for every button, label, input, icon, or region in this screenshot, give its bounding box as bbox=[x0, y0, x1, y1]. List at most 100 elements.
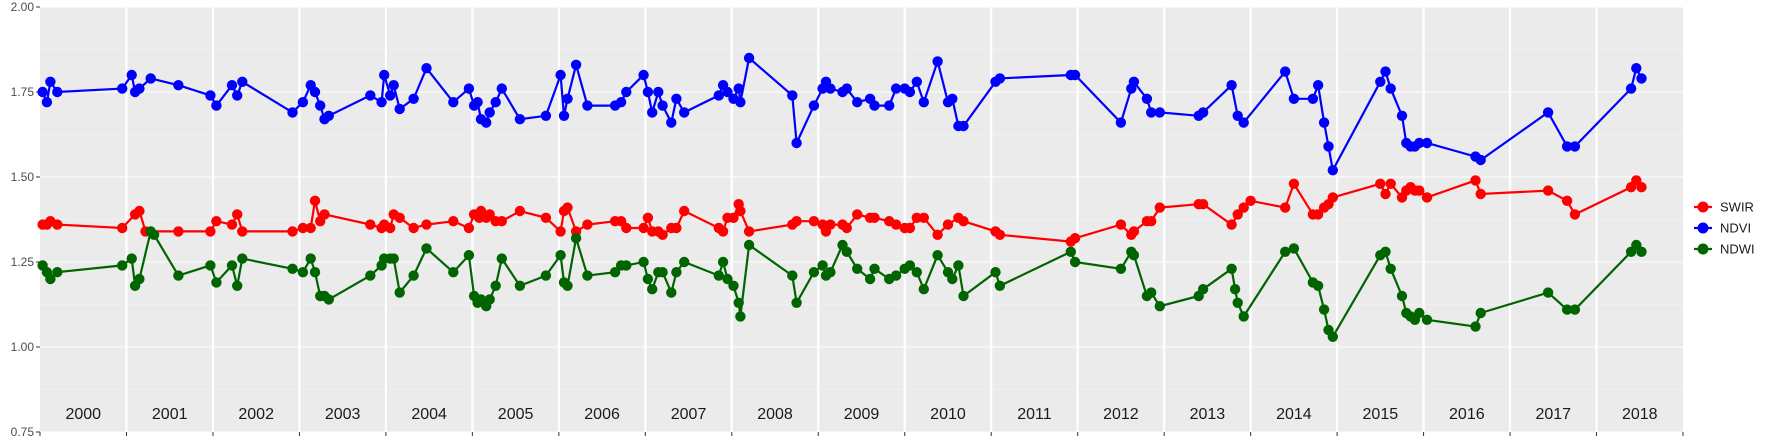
data-point-ndvi bbox=[735, 97, 746, 108]
data-point-ndwi bbox=[134, 273, 145, 285]
data-point-ndvi bbox=[852, 97, 863, 108]
data-point-swir bbox=[791, 216, 802, 227]
data-point-ndvi bbox=[958, 120, 969, 132]
data-point-swir bbox=[226, 219, 238, 230]
data-point-ndvi bbox=[309, 86, 321, 98]
data-point-ndvi bbox=[1385, 83, 1396, 94]
data-point-ndwi bbox=[1475, 307, 1486, 319]
data-point-ndwi bbox=[1380, 246, 1391, 257]
data-point-swir bbox=[1475, 188, 1486, 200]
year-label: 2015 bbox=[1363, 406, 1399, 423]
data-point-ndwi bbox=[490, 280, 501, 291]
data-point-ndvi bbox=[1396, 110, 1408, 122]
data-point-ndvi bbox=[173, 80, 184, 91]
data-point-ndvi bbox=[117, 83, 128, 94]
data-point-ndwi bbox=[562, 280, 573, 291]
data-point-ndvi bbox=[421, 62, 432, 74]
data-point-ndwi bbox=[932, 250, 943, 261]
data-point-ndvi bbox=[1542, 107, 1554, 118]
data-point-swir bbox=[287, 226, 298, 237]
data-point-ndvi bbox=[1288, 93, 1300, 105]
data-point-ndvi bbox=[642, 86, 654, 98]
data-point-ndvi bbox=[1375, 76, 1386, 88]
y-tick-label: 2.00 bbox=[11, 0, 35, 14]
data-point-ndwi bbox=[1569, 304, 1581, 315]
y-tick-label: 1.25 bbox=[11, 255, 35, 269]
y-tick-label: 1.50 bbox=[11, 170, 35, 184]
data-point-ndvi bbox=[385, 90, 396, 101]
data-point-ndwi bbox=[148, 229, 160, 240]
data-point-ndwi bbox=[825, 267, 836, 278]
data-point-ndwi bbox=[309, 267, 321, 278]
y-axis: 0.75 1.00 1.25 1.50 1.75 2.00 bbox=[11, 0, 1684, 439]
data-point-ndwi bbox=[722, 273, 733, 285]
data-point-ndwi bbox=[1385, 263, 1396, 274]
data-point-swir bbox=[237, 226, 248, 237]
data-point-swir bbox=[958, 216, 969, 227]
legend: SWIR NDVI NDWI bbox=[1694, 200, 1755, 257]
data-point-ndvi bbox=[1421, 137, 1433, 149]
data-point-ndwi bbox=[958, 290, 969, 302]
year-label: 2012 bbox=[1103, 406, 1139, 423]
data-point-swir bbox=[1128, 226, 1140, 237]
year-label: 2008 bbox=[757, 406, 793, 423]
data-point-ndwi bbox=[713, 270, 724, 281]
data-point-ndwi bbox=[1197, 284, 1209, 295]
data-point-ndwi bbox=[1327, 331, 1339, 342]
data-point-swir bbox=[232, 209, 243, 220]
year-label: 2002 bbox=[238, 406, 274, 423]
data-point-swir bbox=[1380, 188, 1391, 200]
year-label: 2010 bbox=[930, 406, 966, 423]
data-point-swir bbox=[890, 219, 902, 230]
data-point-ndvi bbox=[496, 83, 507, 94]
data-point-ndwi bbox=[1288, 243, 1300, 254]
data-point-ndvi bbox=[463, 83, 475, 94]
data-point-ndvi bbox=[297, 97, 309, 108]
data-point-ndvi bbox=[1561, 141, 1573, 152]
legend-item-swir: SWIR bbox=[1694, 200, 1754, 215]
data-point-swir bbox=[1146, 216, 1157, 227]
data-point-ndvi bbox=[615, 97, 627, 108]
data-point-ndwi bbox=[990, 267, 1001, 278]
data-point-ndvi bbox=[869, 100, 880, 111]
data-point-ndvi bbox=[376, 97, 387, 108]
data-point-ndwi bbox=[1128, 250, 1140, 261]
data-point-ndwi bbox=[1146, 287, 1157, 298]
data-point-ndwi bbox=[733, 297, 744, 308]
year-labels: 2000 2001 2002 2003 2004 2005 2006 2007 2008 2009… bbox=[65, 406, 1657, 423]
data-point-ndvi bbox=[679, 107, 690, 118]
data-point-ndvi bbox=[1380, 66, 1391, 77]
data-point-ndwi bbox=[918, 284, 929, 295]
legend-label: NDVI bbox=[1720, 221, 1751, 236]
year-label: 2001 bbox=[152, 406, 188, 423]
data-point-ndwi bbox=[205, 260, 216, 271]
data-point-ndvi bbox=[787, 90, 798, 101]
data-point-swir bbox=[728, 212, 739, 223]
data-point-ndwi bbox=[1115, 263, 1127, 274]
legend-marker bbox=[1697, 222, 1709, 234]
data-point-ndvi bbox=[932, 56, 943, 67]
data-point-ndvi bbox=[1323, 141, 1334, 152]
data-point-ndwi bbox=[1318, 304, 1330, 315]
data-point-ndvi bbox=[388, 80, 399, 91]
data-point-ndvi bbox=[287, 107, 298, 118]
data-point-ndwi bbox=[237, 253, 248, 264]
series-ndwi bbox=[37, 226, 1647, 342]
data-point-swir bbox=[484, 209, 495, 220]
data-point-ndvi bbox=[1197, 107, 1209, 118]
data-point-ndwi bbox=[305, 253, 316, 264]
data-point-swir bbox=[1421, 192, 1433, 203]
data-point-swir bbox=[942, 219, 954, 230]
data-point-ndvi bbox=[1128, 76, 1140, 88]
data-point-ndwi bbox=[1414, 307, 1425, 319]
data-point-ndvi bbox=[947, 93, 958, 105]
data-point-swir bbox=[1375, 178, 1386, 189]
legend-marker bbox=[1697, 243, 1709, 255]
data-point-ndwi bbox=[1561, 304, 1573, 315]
data-point-swir bbox=[134, 205, 145, 217]
data-point-ndvi bbox=[1569, 141, 1581, 152]
data-point-ndwi bbox=[394, 287, 405, 298]
data-point-swir bbox=[365, 219, 376, 230]
data-point-ndwi bbox=[787, 270, 798, 281]
